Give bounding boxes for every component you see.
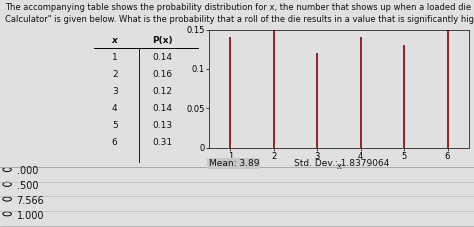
Text: 5: 5 [112, 121, 118, 130]
Text: 7.566: 7.566 [17, 196, 45, 206]
Text: 2: 2 [112, 70, 118, 79]
Text: Mean: 3.89: Mean: 3.89 [209, 159, 259, 168]
Text: .500: .500 [17, 181, 38, 191]
Text: .000: .000 [17, 166, 38, 176]
Text: 0.14: 0.14 [153, 104, 173, 113]
X-axis label: x: x [337, 162, 341, 171]
Text: 0.31: 0.31 [153, 138, 173, 147]
Text: 1.000: 1.000 [17, 211, 44, 221]
Text: 3: 3 [112, 87, 118, 96]
Text: 0.14: 0.14 [153, 53, 173, 62]
Text: The accompanying table shows the probability distribution for x, the number that: The accompanying table shows the probabi… [5, 3, 474, 12]
Text: 6: 6 [112, 138, 118, 147]
Text: 0.12: 0.12 [153, 87, 173, 96]
Text: Calculator" is given below. What is the probability that a roll of the die resul: Calculator" is given below. What is the … [5, 15, 474, 24]
Text: 1: 1 [112, 53, 118, 62]
Text: x: x [112, 36, 118, 45]
Text: Std. Dev.: 1.8379064: Std. Dev.: 1.8379064 [294, 159, 389, 168]
Text: 4: 4 [112, 104, 118, 113]
Text: 0.16: 0.16 [153, 70, 173, 79]
Text: P(x): P(x) [152, 36, 173, 45]
Text: 0.13: 0.13 [153, 121, 173, 130]
